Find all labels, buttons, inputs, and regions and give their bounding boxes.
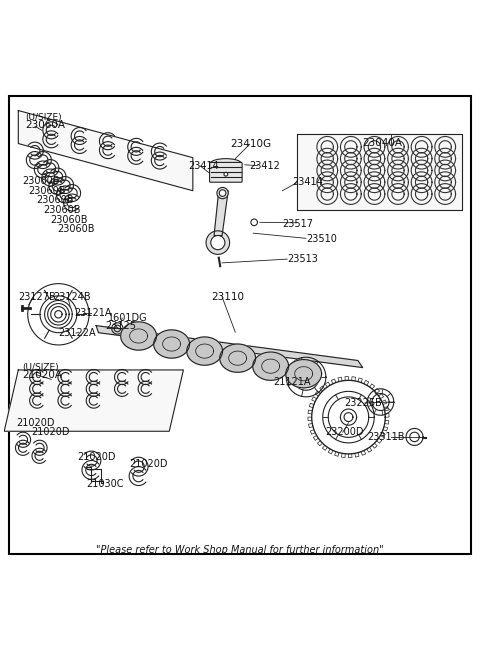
Text: 21020A: 21020A [22,369,62,380]
Text: 21030C: 21030C [87,479,124,489]
Text: 23414: 23414 [292,178,323,187]
Circle shape [211,236,225,250]
Circle shape [217,187,228,198]
Text: 23226B: 23226B [344,398,382,408]
Text: 23127B: 23127B [18,292,56,302]
Text: 23124B: 23124B [54,292,91,302]
Text: 23410G: 23410G [230,139,272,149]
Ellipse shape [211,159,241,168]
Text: 23125: 23125 [106,321,137,331]
Text: 23122A: 23122A [59,328,96,338]
Text: 21020D: 21020D [77,452,116,462]
Text: 23040A: 23040A [362,138,403,147]
Polygon shape [4,370,183,431]
Text: 23060A: 23060A [25,120,65,130]
Text: 23060B: 23060B [22,176,60,186]
Text: 21020D: 21020D [16,418,54,428]
Text: 23060B: 23060B [43,204,80,215]
Text: 21020D: 21020D [129,459,168,469]
Text: 23412: 23412 [250,160,280,171]
Text: 21121A: 21121A [273,377,311,386]
Text: (U/SIZE): (U/SIZE) [22,363,59,372]
Ellipse shape [224,172,228,176]
Circle shape [251,219,257,225]
Text: 23200D: 23200D [325,427,363,437]
Polygon shape [187,337,223,365]
Text: 23060B: 23060B [50,215,88,225]
Text: 23311B: 23311B [367,432,405,442]
Text: 21020D: 21020D [32,427,70,437]
Text: 1601DG: 1601DG [108,313,147,323]
Text: 23060B: 23060B [29,186,66,196]
Text: 23060B: 23060B [36,195,74,205]
Text: 23060B: 23060B [58,225,95,234]
Text: "Please refer to Work Shop Manual for further information": "Please refer to Work Shop Manual for fu… [96,545,384,555]
Polygon shape [220,344,255,372]
Text: 23414: 23414 [188,160,219,171]
Polygon shape [286,360,322,388]
Polygon shape [214,191,228,236]
Text: (U/SIZE): (U/SIZE) [25,113,62,122]
Polygon shape [96,326,362,367]
Circle shape [219,190,226,196]
Text: 23110: 23110 [212,292,245,302]
Text: 23121A: 23121A [74,309,111,318]
FancyBboxPatch shape [210,162,242,182]
Circle shape [206,231,229,254]
Text: 23510: 23510 [306,234,337,244]
Polygon shape [154,330,190,358]
Polygon shape [253,352,288,381]
Polygon shape [18,111,193,191]
Polygon shape [297,134,462,210]
Text: 23517: 23517 [282,219,313,229]
Polygon shape [120,322,156,350]
Text: 23513: 23513 [287,254,318,264]
